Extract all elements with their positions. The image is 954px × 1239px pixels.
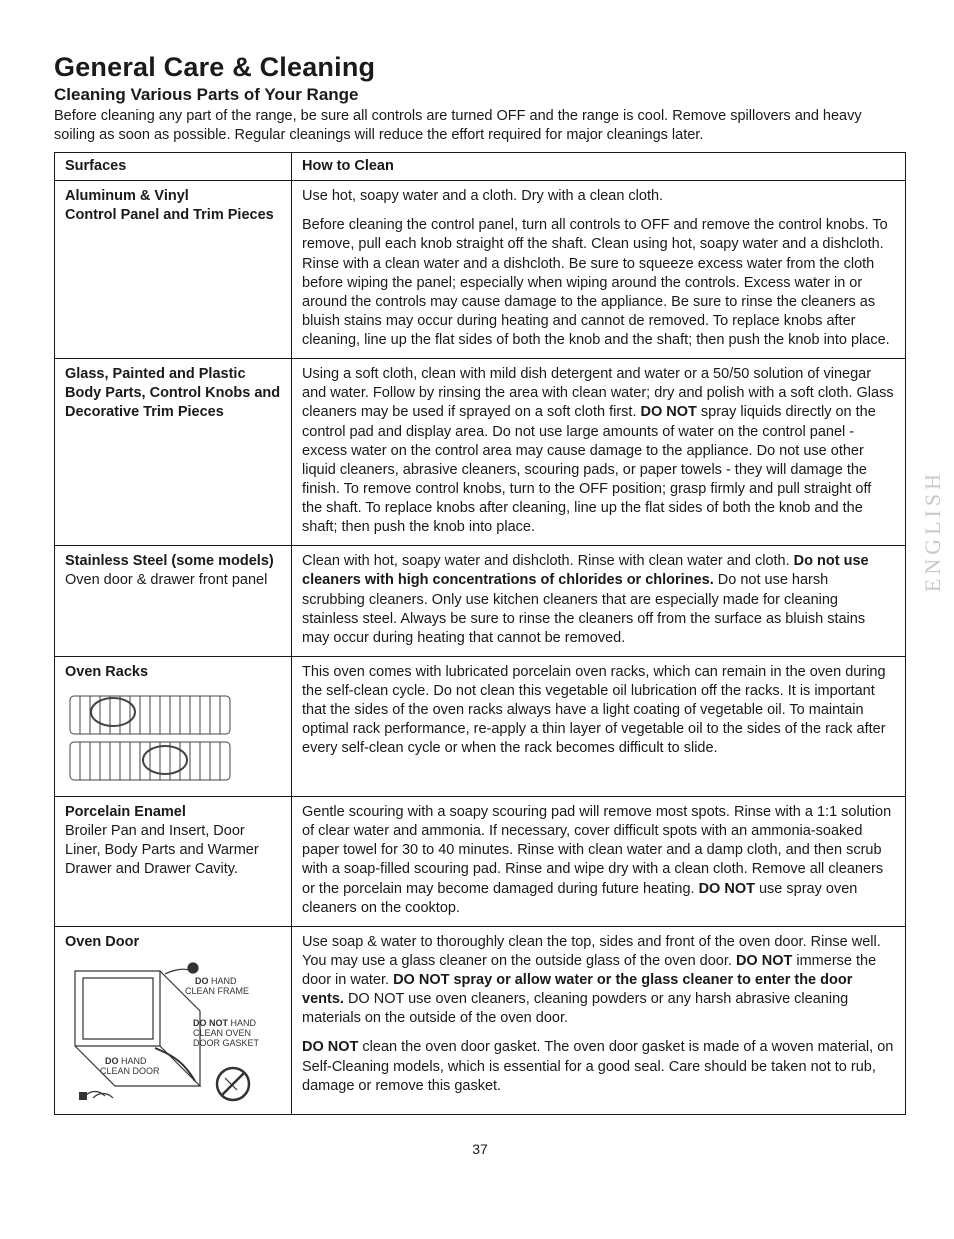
- label-do: DO: [195, 976, 209, 986]
- table-row: Porcelain Enamel Broiler Pan and Insert,…: [55, 797, 906, 927]
- oven-rack-illustration: [65, 688, 281, 788]
- surface-cell: Oven Racks: [55, 656, 292, 796]
- how-cell: Use hot, soapy water and a cloth. Dry wi…: [292, 181, 906, 359]
- header-how-to-clean: How to Clean: [292, 153, 906, 181]
- how-cell: Use soap & water to thoroughly clean the…: [292, 926, 906, 1114]
- how-text: DO NOT clean the oven door gasket. The o…: [302, 1038, 895, 1095]
- bold-text: DO NOT: [641, 404, 697, 420]
- surface-label: Aluminum & Vinyl: [65, 187, 281, 206]
- svg-text:DO HAND: DO HAND: [195, 976, 237, 986]
- page-title: General Care & Cleaning: [54, 52, 906, 83]
- text-span: spray liquids directly on the control pa…: [302, 404, 876, 535]
- how-cell: Using a soft cloth, clean with mild dish…: [292, 359, 906, 546]
- surface-plain: Broiler Pan and Insert, Door Liner, Body…: [65, 822, 281, 879]
- intro-paragraph: Before cleaning any part of the range, b…: [54, 107, 906, 144]
- table-header-row: Surfaces How to Clean: [55, 153, 906, 181]
- table-row: Aluminum & Vinyl Control Panel and Trim …: [55, 181, 906, 359]
- page-number: 37: [54, 1141, 906, 1157]
- svg-text:DO HAND: DO HAND: [105, 1056, 147, 1066]
- text-span: Clean with hot, soapy water and dishclot…: [302, 553, 794, 569]
- side-language-label: ENGLISH: [920, 470, 946, 592]
- how-cell: Clean with hot, soapy water and dishclot…: [292, 546, 906, 657]
- how-text: This oven comes with lubricated porcelai…: [302, 663, 895, 759]
- cleaning-table: Surfaces How to Clean Aluminum & Vinyl C…: [54, 152, 906, 1115]
- how-text: Clean with hot, soapy water and dishclot…: [302, 552, 895, 648]
- text-span: DO NOT use oven cleaners, cleaning powde…: [302, 991, 848, 1026]
- document-page: General Care & Cleaning Cleaning Various…: [0, 0, 954, 1187]
- oven-door-illustration: DO HAND CLEAN FRAME DO NOT HAND CLEAN OV…: [65, 956, 281, 1106]
- section-subtitle: Cleaning Various Parts of Your Range: [54, 85, 906, 105]
- label-do2: DO: [105, 1056, 119, 1066]
- surface-cell: Aluminum & Vinyl Control Panel and Trim …: [55, 181, 292, 359]
- label-clean-oven: CLEAN OVEN: [193, 1028, 251, 1038]
- table-row: Oven Racks: [55, 656, 906, 796]
- surface-label: Oven Door: [65, 933, 281, 952]
- label-donot: DO NOT: [193, 1018, 229, 1028]
- how-text: Before cleaning the control panel, turn …: [302, 216, 895, 350]
- surface-label: Oven Racks: [65, 663, 281, 682]
- label-door-gasket: DOOR GASKET: [193, 1038, 260, 1048]
- bold-text: DO NOT: [736, 953, 792, 969]
- table-row: Oven Door: [55, 926, 906, 1114]
- how-text: Gentle scouring with a soapy scouring pa…: [302, 803, 895, 918]
- how-text: Use soap & water to thoroughly clean the…: [302, 933, 895, 1029]
- bold-text: DO NOT: [302, 1039, 358, 1055]
- surface-cell: Oven Door: [55, 926, 292, 1114]
- door-icon: DO HAND CLEAN FRAME DO NOT HAND CLEAN OV…: [65, 956, 265, 1106]
- bold-text: DO NOT: [699, 881, 755, 897]
- how-cell: Gentle scouring with a soapy scouring pa…: [292, 797, 906, 927]
- rack-icon: [65, 688, 235, 788]
- how-text: Using a soft cloth, clean with mild dish…: [302, 365, 895, 537]
- surface-cell: Glass, Painted and Plastic Body Parts, C…: [55, 359, 292, 546]
- surface-cell: Stainless Steel (some models) Oven door …: [55, 546, 292, 657]
- surface-label: Control Panel and Trim Pieces: [65, 206, 281, 225]
- surface-label: Glass, Painted and Plastic Body Parts, C…: [65, 365, 281, 422]
- svg-text:DO NOT HAND: DO NOT HAND: [193, 1018, 257, 1028]
- surface-plain: Oven door & drawer front panel: [65, 572, 267, 588]
- how-cell: This oven comes with lubricated porcelai…: [292, 656, 906, 796]
- surface-cell: Porcelain Enamel Broiler Pan and Insert,…: [55, 797, 292, 927]
- label-clean-frame: CLEAN FRAME: [185, 986, 249, 996]
- surface-label: Stainless Steel (some models): [65, 553, 274, 569]
- table-row: Glass, Painted and Plastic Body Parts, C…: [55, 359, 906, 546]
- how-text: Use hot, soapy water and a cloth. Dry wi…: [302, 187, 895, 206]
- surface-label: Porcelain Enamel: [65, 803, 281, 822]
- label-clean-door: CLEAN DOOR: [100, 1066, 160, 1076]
- text-span: clean the oven door gasket. The oven doo…: [302, 1039, 893, 1093]
- table-row: Stainless Steel (some models) Oven door …: [55, 546, 906, 657]
- header-surfaces: Surfaces: [55, 153, 292, 181]
